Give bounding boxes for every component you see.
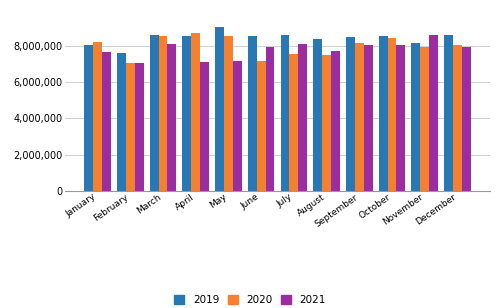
Bar [444,35,453,191]
Bar [93,42,102,191]
Bar [126,63,134,191]
Bar [102,52,111,191]
Bar [84,45,93,191]
Bar [134,63,143,191]
Bar [248,36,256,191]
Bar [355,43,364,191]
Bar [396,45,406,191]
Bar [420,47,429,191]
Bar [412,43,420,191]
Bar [429,35,438,191]
Bar [256,61,266,191]
Bar [224,37,233,191]
Legend: 2019, 2020, 2021: 2019, 2020, 2021 [170,291,330,308]
Bar [314,39,322,191]
Bar [182,36,192,191]
Bar [150,35,158,191]
Bar [233,61,241,191]
Bar [266,47,274,191]
Bar [200,62,209,191]
Bar [379,36,388,191]
Bar [280,35,289,191]
Bar [364,45,372,191]
Bar [290,54,298,191]
Bar [117,53,126,191]
Bar [215,27,224,191]
Bar [192,33,200,191]
Bar [331,51,340,191]
Bar [298,44,307,191]
Bar [322,55,331,191]
Bar [346,37,355,191]
Bar [158,37,168,191]
Bar [462,47,470,191]
Bar [453,45,462,191]
Bar [168,44,176,191]
Bar [388,38,396,191]
